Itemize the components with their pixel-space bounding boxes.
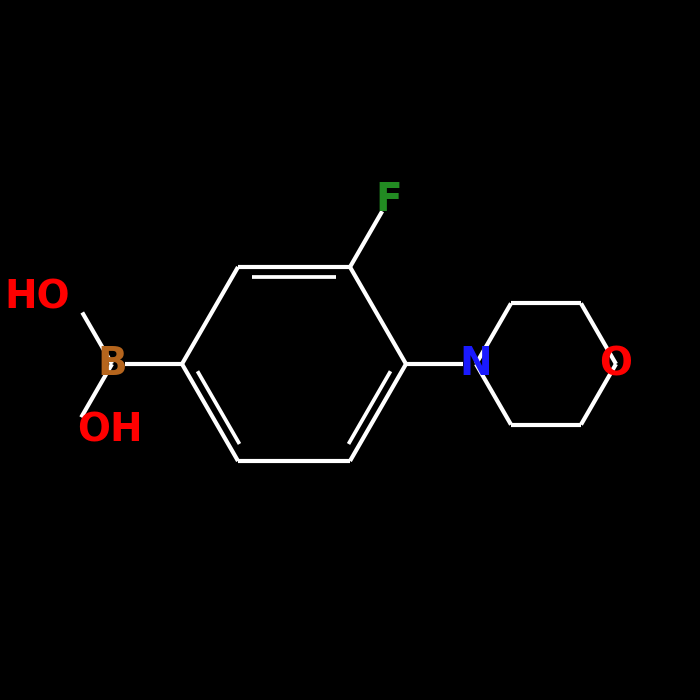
- Text: B: B: [97, 345, 127, 383]
- Text: N: N: [460, 345, 492, 383]
- Text: HO: HO: [4, 279, 70, 316]
- Text: O: O: [599, 345, 633, 383]
- Text: OH: OH: [77, 412, 143, 449]
- Text: F: F: [375, 181, 402, 219]
